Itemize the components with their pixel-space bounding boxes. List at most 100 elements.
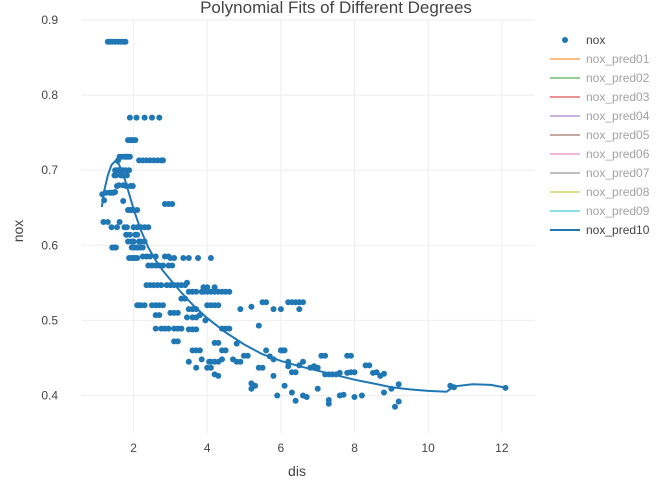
scatter-point-nox[interactable] — [270, 372, 277, 379]
scatter-point-nox[interactable] — [174, 309, 181, 316]
scatter-point-nox[interactable] — [108, 224, 115, 231]
scatter-point-nox[interactable] — [215, 372, 222, 379]
scatter-point-nox[interactable] — [211, 284, 218, 291]
scatter-point-nox[interactable] — [129, 183, 136, 189]
scatter-point-nox[interactable] — [104, 219, 111, 225]
legend-item-nox-pred04[interactable]: nox_pred04 — [550, 109, 650, 123]
scatter-point-nox[interactable] — [381, 370, 387, 377]
scatter-point-nox[interactable] — [204, 284, 211, 291]
scatter-point-nox[interactable] — [149, 114, 155, 121]
scatter-point-nox[interactable] — [263, 347, 270, 354]
scatter-point-nox[interactable] — [100, 219, 107, 225]
scatter-point-nox[interactable] — [133, 114, 140, 121]
scatter-point-nox[interactable] — [101, 197, 108, 204]
scatter-point-nox[interactable] — [156, 312, 163, 319]
scatter-point-nox[interactable] — [126, 231, 133, 238]
legend-item-nox-pred08[interactable]: nox_pred08 — [550, 185, 650, 199]
scatter-point-nox[interactable] — [185, 358, 192, 365]
legend-item-nox-pred10[interactable]: nox_pred10 — [550, 223, 650, 237]
scatter-point-nox[interactable] — [193, 326, 200, 333]
scatter-point-nox[interactable] — [226, 288, 233, 295]
scatter-point-nox[interactable] — [165, 325, 172, 332]
scatter-point-nox[interactable] — [347, 352, 354, 359]
scatter-point-nox[interactable] — [395, 381, 402, 388]
scatter-point-nox[interactable] — [351, 369, 358, 376]
scatter-point-nox[interactable] — [215, 302, 222, 309]
scatter-point-nox[interactable] — [112, 172, 119, 179]
scatter-point-nox[interactable] — [156, 114, 163, 121]
legend-item-nox[interactable]: nox — [562, 33, 605, 47]
scatter-point-nox[interactable] — [123, 172, 130, 179]
scatter-point-nox[interactable] — [180, 255, 187, 261]
scatter-point-nox[interactable] — [340, 391, 347, 398]
scatter-point-nox[interactable] — [198, 356, 205, 363]
scatter-point-nox[interactable] — [226, 325, 233, 332]
scatter-point-nox[interactable] — [281, 347, 288, 354]
scatter-point-nox[interactable] — [196, 347, 203, 354]
scatter-point-nox[interactable] — [174, 338, 181, 345]
legend-item-nox-pred07[interactable]: nox_pred07 — [550, 166, 650, 180]
scatter-point-nox[interactable] — [303, 394, 310, 400]
scatter-point-nox[interactable] — [196, 312, 203, 319]
scatter-point-nox[interactable] — [300, 358, 306, 365]
scatter-point-nox[interactable] — [237, 358, 244, 365]
scatter-point-nox[interactable] — [139, 244, 146, 251]
scatter-point-nox[interactable] — [351, 394, 358, 400]
scatter-point-nox[interactable] — [134, 207, 141, 213]
scatter-point-nox[interactable] — [182, 295, 189, 302]
scatter-point-nox[interactable] — [141, 114, 148, 121]
scatter-point-nox[interactable] — [300, 299, 306, 306]
scatter-point-nox[interactable] — [132, 137, 139, 144]
scatter-point-nox[interactable] — [248, 303, 255, 310]
scatter-point-nox[interactable] — [126, 153, 133, 160]
scatter-point-nox[interactable] — [259, 364, 266, 371]
legend-item-nox-pred06[interactable]: nox_pred06 — [550, 147, 650, 161]
scatter-point-nox[interactable] — [112, 189, 119, 195]
scatter-point-nox[interactable] — [116, 219, 123, 225]
scatter-point-nox[interactable] — [285, 358, 292, 365]
scatter-point-nox[interactable] — [114, 224, 120, 231]
scatter-point-nox[interactable] — [202, 317, 209, 324]
scatter-point-nox[interactable] — [277, 306, 284, 313]
scatter-point-nox[interactable] — [285, 363, 292, 370]
scatter-point-nox[interactable] — [178, 325, 185, 332]
scatter-point-nox[interactable] — [292, 369, 299, 376]
legend-item-nox-pred05[interactable]: nox_pred05 — [550, 128, 650, 142]
scatter-point-nox[interactable] — [451, 384, 457, 391]
scatter-point-nox[interactable] — [193, 288, 200, 295]
scatter-point-nox[interactable] — [193, 364, 200, 371]
scatter-point-nox[interactable] — [126, 167, 133, 174]
scatter-point-nox[interactable] — [134, 255, 141, 261]
scatter-point-nox[interactable] — [270, 306, 277, 313]
scatter-point-nox[interactable] — [160, 302, 166, 309]
scatter-point-nox[interactable] — [115, 182, 122, 189]
scatter-point-nox[interactable] — [184, 279, 190, 286]
scatter-point-nox[interactable] — [195, 255, 201, 261]
scatter-point-nox[interactable] — [296, 306, 303, 313]
legend-item-nox-pred02[interactable]: nox_pred02 — [550, 71, 650, 85]
scatter-point-nox[interactable] — [126, 114, 133, 121]
scatter-point-nox[interactable] — [292, 397, 299, 404]
scatter-point-nox[interactable] — [123, 183, 130, 189]
scatter-point-nox[interactable] — [147, 253, 154, 260]
scatter-point-nox[interactable] — [215, 339, 222, 346]
scatter-point-nox[interactable] — [314, 364, 321, 371]
scatter-point-nox[interactable] — [141, 238, 148, 245]
scatter-point-nox[interactable] — [325, 397, 332, 403]
scatter-point-nox[interactable] — [392, 403, 398, 410]
scatter-point-nox[interactable] — [296, 362, 303, 369]
legend-item-nox-pred03[interactable]: nox_pred03 — [550, 90, 650, 104]
scatter-point-nox[interactable] — [112, 244, 119, 251]
scatter-point-nox[interactable] — [219, 356, 225, 363]
scatter-point-nox[interactable] — [248, 385, 255, 392]
scatter-point-nox[interactable] — [145, 224, 152, 231]
scatter-point-nox[interactable] — [502, 384, 509, 391]
scatter-point-nox[interactable] — [141, 302, 148, 309]
scatter-point-nox[interactable] — [274, 392, 281, 399]
legend-item-nox-pred09[interactable]: nox_pred09 — [550, 204, 650, 218]
scatter-point-nox[interactable] — [152, 325, 159, 332]
scatter-point-nox[interactable] — [169, 201, 176, 207]
scatter-point-nox[interactable] — [222, 347, 229, 354]
scatter-point-nox[interactable] — [184, 314, 190, 321]
scatter-point-nox[interactable] — [314, 385, 321, 392]
